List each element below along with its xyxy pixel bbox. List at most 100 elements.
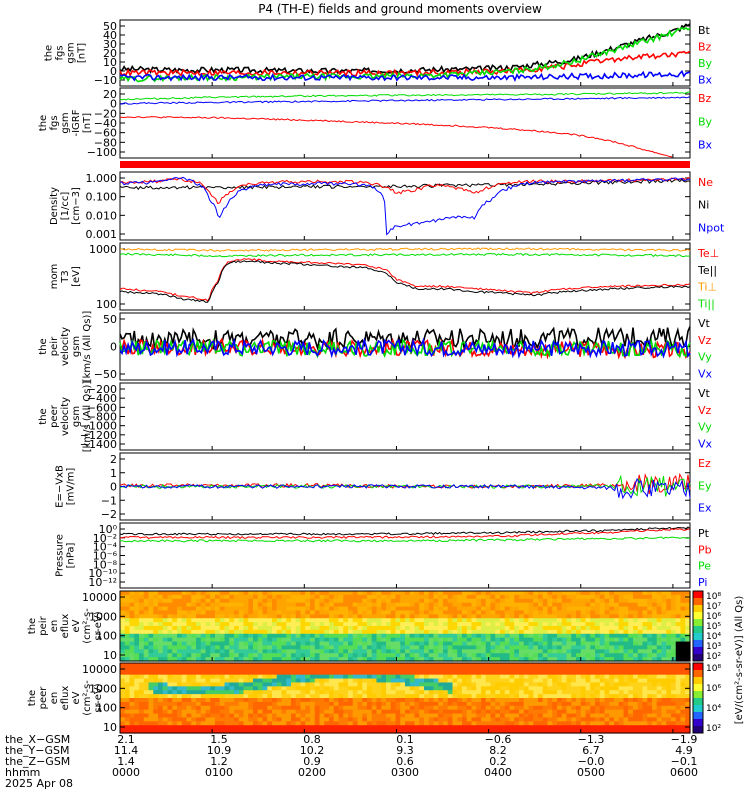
heatmap-cell bbox=[595, 598, 601, 604]
heatmap-cell bbox=[348, 705, 354, 711]
y-tick-label: −400 bbox=[87, 392, 117, 405]
heatmap-cell bbox=[172, 622, 178, 627]
heatmap-cell bbox=[609, 653, 615, 658]
heatmap-cell bbox=[671, 717, 677, 722]
panel-peer_velocity: −200−400−600−800−1000−1200−1400thepeerve… bbox=[38, 381, 713, 453]
heatmap-cell bbox=[262, 670, 268, 676]
heatmap-cell bbox=[295, 645, 302, 650]
heatmap-cell bbox=[428, 686, 435, 691]
heatmap-cell bbox=[153, 682, 159, 687]
heatmap-cell bbox=[148, 694, 154, 699]
heatmap-cell bbox=[637, 610, 644, 615]
heatmap-cell bbox=[362, 606, 368, 612]
heatmap-cell bbox=[566, 709, 572, 715]
heatmap-cell bbox=[661, 709, 667, 715]
heatmap-cell bbox=[348, 686, 354, 691]
heatmap-cell bbox=[424, 690, 430, 695]
heatmap-cell bbox=[504, 622, 511, 627]
heatmap-cell bbox=[414, 678, 420, 684]
heatmap-cell bbox=[286, 682, 292, 687]
heatmap-cell bbox=[162, 721, 169, 726]
heatmap-cell bbox=[557, 725, 563, 730]
heatmap-cell bbox=[148, 682, 154, 687]
heatmap-cell bbox=[566, 633, 572, 639]
heatmap-cell bbox=[523, 614, 530, 619]
heatmap-cell bbox=[348, 678, 354, 684]
heatmap-cell bbox=[566, 713, 572, 719]
heatmap-cell bbox=[633, 594, 639, 600]
heatmap-cell bbox=[675, 614, 682, 619]
heatmap-cell bbox=[134, 645, 140, 650]
heatmap-cell bbox=[547, 701, 553, 707]
heatmap-cell bbox=[215, 641, 221, 647]
heatmap-cell bbox=[599, 670, 606, 676]
heatmap-cell bbox=[272, 694, 278, 699]
heatmap-cell bbox=[200, 629, 207, 635]
heatmap-cell bbox=[291, 694, 297, 699]
heatmap-cell bbox=[561, 686, 568, 691]
heatmap-cell bbox=[443, 633, 449, 639]
heatmap-cell bbox=[352, 602, 359, 608]
heatmap-cell bbox=[571, 653, 577, 658]
heatmap-cell bbox=[528, 626, 534, 631]
heatmap-cell bbox=[685, 626, 691, 631]
heatmap-cell bbox=[566, 686, 572, 691]
heatmap-cell bbox=[419, 729, 425, 734]
heatmap-cell bbox=[466, 618, 473, 623]
heatmap-cell bbox=[419, 678, 425, 684]
heatmap-cell bbox=[248, 645, 254, 650]
heatmap-cell bbox=[466, 653, 473, 658]
x-axis-value-y: 4.9 bbox=[675, 744, 693, 757]
heatmap-cell bbox=[129, 618, 135, 623]
y-tick-label: 0.001 bbox=[86, 228, 118, 241]
heatmap-cell bbox=[685, 690, 691, 695]
heatmap-cell bbox=[604, 618, 610, 623]
heatmap-cell bbox=[243, 649, 249, 654]
heatmap-cell bbox=[400, 622, 406, 627]
heatmap-cell bbox=[272, 678, 278, 684]
heatmap-cell bbox=[504, 709, 511, 715]
heatmap-cell bbox=[647, 610, 653, 615]
heatmap-cell bbox=[457, 614, 463, 619]
heatmap-cell bbox=[656, 674, 663, 680]
heatmap-cell bbox=[504, 598, 511, 604]
heatmap-cell bbox=[362, 657, 368, 662]
heatmap-cell bbox=[457, 598, 463, 604]
heatmap-cell bbox=[561, 614, 568, 619]
heatmap-cell bbox=[362, 670, 368, 676]
heatmap-cell bbox=[295, 701, 302, 707]
heatmap-cell bbox=[343, 649, 349, 654]
heatmap-cell bbox=[419, 649, 425, 654]
heatmap-cell bbox=[229, 649, 235, 654]
heatmap-cell bbox=[162, 717, 169, 722]
heatmap-cell bbox=[614, 645, 620, 650]
heatmap-cell bbox=[566, 721, 572, 726]
heatmap-cell bbox=[395, 618, 401, 623]
heatmap-cell bbox=[319, 649, 325, 654]
heatmap-cell bbox=[186, 717, 192, 722]
heatmap-cell bbox=[139, 598, 145, 604]
heatmap-cell bbox=[675, 666, 682, 672]
heatmap-cell bbox=[433, 641, 439, 647]
heatmap-cell bbox=[685, 729, 691, 734]
heatmap-cell bbox=[395, 686, 401, 691]
heatmap-cell bbox=[590, 618, 596, 623]
heatmap-cell bbox=[177, 717, 183, 722]
heatmap-cell bbox=[523, 729, 530, 734]
heatmap-cell bbox=[352, 694, 359, 699]
heatmap-cell bbox=[590, 598, 596, 604]
heatmap-cell bbox=[571, 645, 577, 650]
heatmap-cell bbox=[381, 598, 387, 604]
heatmap-cell bbox=[500, 717, 506, 722]
heatmap-cell bbox=[143, 705, 150, 711]
heatmap-cell bbox=[276, 666, 283, 672]
heatmap-cell bbox=[257, 649, 264, 654]
heatmap-cell bbox=[533, 649, 539, 654]
heatmap-cell bbox=[642, 657, 648, 662]
heatmap-cell bbox=[462, 610, 468, 615]
heatmap-cell bbox=[405, 614, 411, 619]
heatmap-cell bbox=[329, 670, 335, 676]
heatmap-cell bbox=[557, 645, 563, 650]
heatmap-cell bbox=[443, 670, 449, 676]
heatmap-cell bbox=[329, 653, 335, 658]
